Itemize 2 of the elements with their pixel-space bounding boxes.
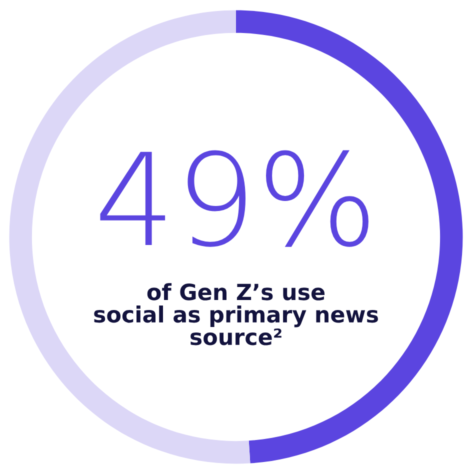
data-label: 49% (100, 150, 368, 247)
text: of Gen Z’s use social as primary news source² (94, 283, 378, 346)
